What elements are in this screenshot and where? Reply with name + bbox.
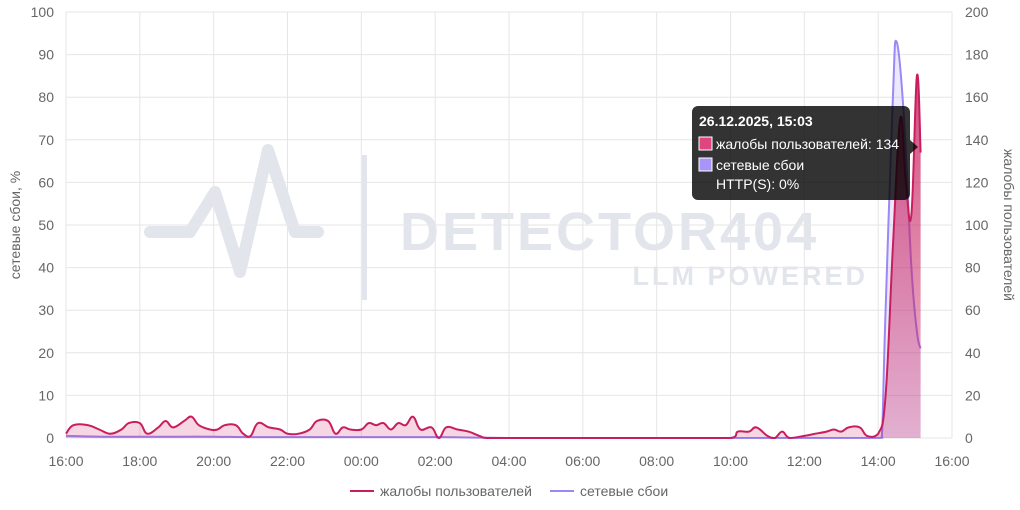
y-left-tick-label: 60 — [38, 174, 54, 190]
tooltip-line-http: HTTP(S): 0% — [716, 176, 799, 192]
y-right-tick-label: 200 — [965, 4, 989, 20]
tooltip-box — [692, 106, 910, 200]
y-right-tick-label: 160 — [965, 89, 989, 105]
watermark-brand: DETECTOR404 — [400, 202, 819, 262]
y-right-tick-label: 120 — [965, 174, 989, 190]
legend-item-outages[interactable]: сетевые сбои — [550, 483, 668, 499]
y-axis-right-title: жалобы пользователей — [1001, 149, 1017, 301]
legend: жалобы пользователей сетевые сбои — [350, 483, 668, 499]
x-tick-label: 18:00 — [122, 453, 157, 469]
x-tick-label: 02:00 — [418, 453, 453, 469]
y-left-tick-label: 10 — [38, 387, 54, 403]
legend-label-complaints: жалобы пользователей — [380, 483, 532, 499]
tooltip-caret — [910, 140, 918, 154]
x-tick-label: 20:00 — [196, 453, 231, 469]
y-right-tick-label: 80 — [965, 260, 981, 276]
tooltip: 26.12.2025, 15:03 жалобы пользователей: … — [692, 106, 918, 200]
y-left-tick-label: 80 — [38, 89, 54, 105]
y-right-tick-label: 60 — [965, 302, 981, 318]
tooltip-swatch-outages — [698, 157, 713, 172]
tooltip-swatch-complaints — [698, 136, 713, 151]
y-right-tick-label: 100 — [965, 217, 989, 233]
tooltip-title: 26.12.2025, 15:03 — [699, 113, 813, 129]
x-tick-label: 08:00 — [639, 453, 674, 469]
x-tick-label: 06:00 — [565, 453, 600, 469]
y-right-tick-label: 140 — [965, 132, 989, 148]
x-tick-label: 22:00 — [270, 453, 305, 469]
y-right-tick-label: 180 — [965, 47, 989, 63]
y-right-tick-label: 20 — [965, 387, 981, 403]
y-left-tick-label: 0 — [46, 430, 54, 446]
x-tick-label: 04:00 — [491, 453, 526, 469]
x-axis: 16:00 18:00 20:00 22:00 00:00 02:00 04:00 06:00… — [48, 453, 969, 469]
watermark-tagline: LLM POWERED — [633, 261, 869, 291]
y-right-tick-label: 0 — [965, 430, 973, 446]
x-tick-label: 00:00 — [344, 453, 379, 469]
y-axis-left: 0 10 20 30 40 50 60 70 80 90 100 — [31, 4, 55, 446]
y-left-tick-label: 50 — [38, 217, 54, 233]
tooltip-line-complaints: жалобы пользователей: 134 — [716, 136, 899, 152]
y-left-tick-label: 20 — [38, 345, 54, 361]
y-axis-left-title: сетевые сбои, % — [7, 171, 23, 279]
y-left-tick-label: 40 — [38, 260, 54, 276]
x-tick-label: 14:00 — [861, 453, 896, 469]
y-left-tick-label: 30 — [38, 302, 54, 318]
watermark-pulse-icon — [144, 144, 324, 278]
x-tick-label: 12:00 — [787, 453, 822, 469]
series-layer — [65, 39, 922, 439]
x-tick-label: 16:00 — [48, 453, 83, 469]
y-left-tick-label: 90 — [38, 47, 54, 63]
y-axis-right: 0 20 40 60 80 100 120 140 160 180 200 — [965, 4, 989, 446]
grid — [65, 11, 953, 439]
x-tick-label: 16:00 — [934, 453, 969, 469]
watermark: DETECTOR404 LLM POWERED — [144, 144, 869, 300]
y-left-tick-label: 100 — [31, 4, 55, 20]
y-right-tick-label: 40 — [965, 345, 981, 361]
x-tick-label: 10:00 — [713, 453, 748, 469]
y-left-tick-label: 70 — [38, 132, 54, 148]
series-line-complaints[interactable] — [65, 73, 922, 439]
watermark-divider — [362, 155, 367, 300]
tooltip-line-outages: сетевые сбои — [716, 157, 804, 173]
legend-item-complaints[interactable]: жалобы пользователей — [350, 483, 532, 499]
legend-label-outages: сетевые сбои — [580, 483, 668, 499]
